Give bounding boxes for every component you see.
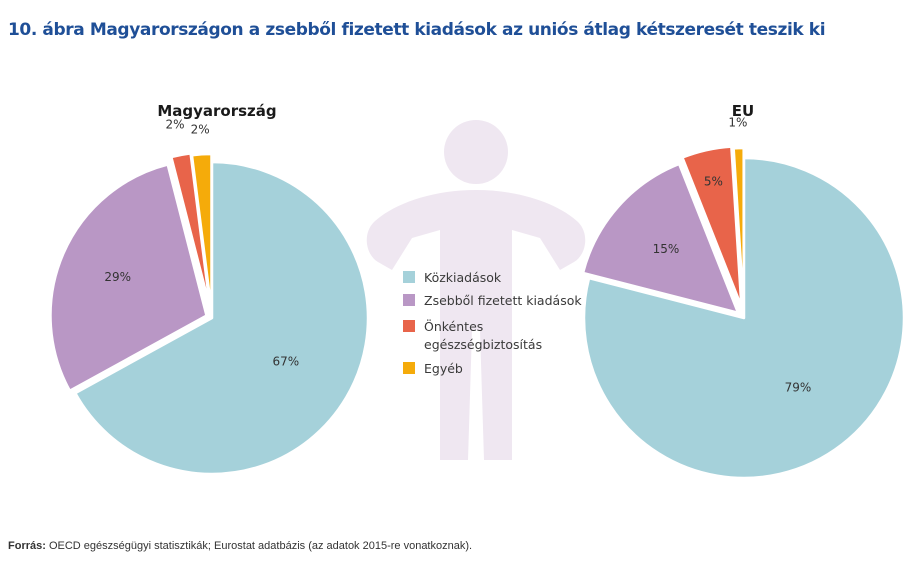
pie-slice xyxy=(190,152,213,312)
pie-slice xyxy=(49,163,208,393)
legend-swatch xyxy=(403,362,415,374)
pie-title: Magyarország xyxy=(157,102,276,120)
pie-slice xyxy=(581,162,740,314)
legend-swatch xyxy=(403,294,415,306)
person-silhouette-icon xyxy=(366,120,586,460)
slice-label: 2% xyxy=(166,117,185,131)
pie-title: EU xyxy=(732,102,754,120)
slice-label: 1% xyxy=(728,115,747,129)
slice-label: 67% xyxy=(273,355,300,369)
pie-slice xyxy=(74,160,370,476)
slice-label: 29% xyxy=(104,270,131,284)
legend-swatch xyxy=(403,271,415,283)
source-label: Forrás: xyxy=(8,540,46,552)
slice-label: 15% xyxy=(653,242,680,256)
pie-chart-2: EU 79% 15% 5% 1% xyxy=(581,102,906,480)
slice-label: 2% xyxy=(191,122,210,136)
legend-swatch xyxy=(403,320,415,332)
legend-label: Zsebből fizetett kiadások xyxy=(424,293,582,308)
figure-title: 10. ábra Magyarországon a zsebből fizete… xyxy=(8,20,826,40)
legend-label: Egyéb xyxy=(424,361,463,376)
legend-label: egészségbiztosítás xyxy=(424,337,542,352)
pie-slice xyxy=(170,152,212,310)
source-note: Forrás: OECD egészségügyi statisztikák; … xyxy=(8,540,472,552)
pie-slice xyxy=(582,156,906,480)
slice-label: 5% xyxy=(704,174,723,188)
legend: Közkiadások Zsebből fizetett kiadások Önké… xyxy=(403,270,582,376)
slice-label: 79% xyxy=(785,381,812,395)
legend-label: Önkéntes xyxy=(424,318,483,334)
legend-label: Közkiadások xyxy=(424,270,502,285)
pie-slice xyxy=(732,146,745,310)
source-text: OECD egészségügyi statisztikák; Eurostat… xyxy=(45,540,473,552)
pie-slice xyxy=(681,145,743,308)
pie-chart-1: Magyarország 67% 29% 2% 2% xyxy=(49,102,370,476)
